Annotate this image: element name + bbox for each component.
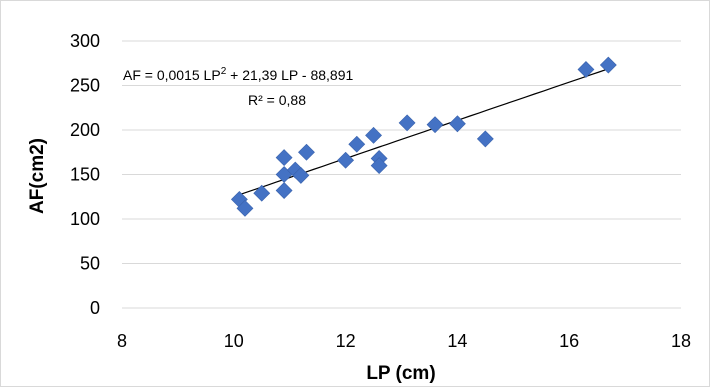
data-point xyxy=(426,116,444,134)
gridlines xyxy=(122,40,681,309)
data-point xyxy=(577,61,595,78)
x-tick-label: 18 xyxy=(671,331,691,351)
data-point xyxy=(599,56,617,74)
trendline-equation: AF = 0,0015 LP2 + 21,39 LP - 88,891 xyxy=(123,66,353,83)
x-tick-label: 8 xyxy=(117,331,127,351)
y-tick-label: 300 xyxy=(70,31,100,51)
y-axis-title: AF(cm2) xyxy=(27,138,48,214)
data-point xyxy=(398,114,416,132)
equation-prefix: AF = 0,0015 LP xyxy=(123,67,221,83)
y-tick-label: 50 xyxy=(80,254,100,274)
y-tick-label: 200 xyxy=(70,120,100,140)
x-tick-label: 12 xyxy=(336,331,356,351)
y-tick-label: 250 xyxy=(70,76,100,96)
data-point xyxy=(292,166,310,184)
data-point xyxy=(448,115,466,133)
y-axis-ticks: 0 50 100 150 200 250 300 xyxy=(70,31,100,318)
data-point xyxy=(275,182,293,199)
data-point xyxy=(236,199,254,217)
equation-superscript: 2 xyxy=(221,66,227,77)
x-tick-label: 14 xyxy=(447,331,467,351)
x-tick-label: 10 xyxy=(224,331,244,351)
data-points xyxy=(230,56,617,217)
y-tick-label: 0 xyxy=(90,298,100,318)
data-point xyxy=(348,135,366,153)
data-point xyxy=(298,143,315,161)
equation-suffix: + 21,39 LP - 88,891 xyxy=(226,67,353,83)
y-tick-label: 100 xyxy=(70,209,100,229)
data-point xyxy=(370,157,388,175)
data-point xyxy=(365,126,382,144)
x-tick-label: 16 xyxy=(559,331,579,351)
x-axis-title: LP (cm) xyxy=(366,363,435,384)
data-point xyxy=(253,184,271,202)
data-point xyxy=(337,151,355,169)
data-point xyxy=(275,149,293,167)
r-squared-label: R² = 0,88 xyxy=(248,92,306,108)
x-axis-ticks: 8 10 12 14 16 18 xyxy=(117,331,691,351)
data-point xyxy=(476,130,494,148)
y-tick-label: 150 xyxy=(70,165,100,185)
